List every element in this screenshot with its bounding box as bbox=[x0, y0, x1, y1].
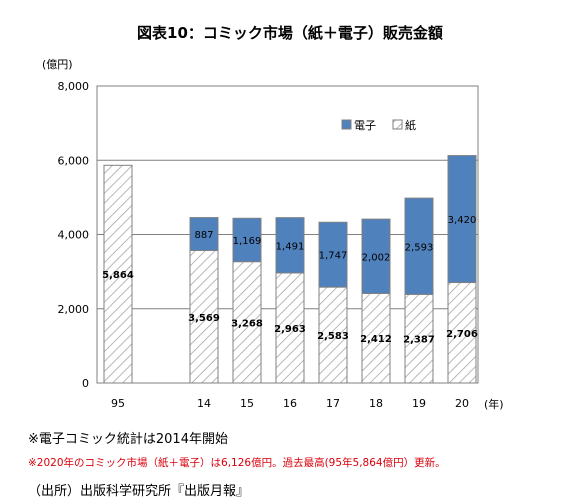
x-tick-label: 16 bbox=[283, 397, 297, 410]
data-label-paper: 5,864 bbox=[102, 270, 134, 281]
data-label-digital: 2,002 bbox=[362, 252, 391, 263]
data-label-digital: 2,593 bbox=[405, 242, 434, 253]
bar-paper bbox=[404, 293, 434, 384]
plot-frame bbox=[96, 85, 479, 384]
x-axis-unit: (年) bbox=[484, 397, 504, 411]
x-axis-ticks: 95 14 15 16 17 18 19 20 bbox=[111, 397, 469, 410]
x-tick-label: 19 bbox=[412, 397, 426, 410]
bar-paper bbox=[318, 286, 348, 384]
chart: 図表10：コミック市場（紙＋電子）販売金額 (億円) (年) 0 2,000 4,0… bbox=[42, 24, 504, 411]
legend-label-digital: 電子 bbox=[354, 119, 376, 132]
note-digital-start: ※電子コミック統計は2014年開始 bbox=[28, 432, 228, 447]
legend-label-paper: 紙 bbox=[405, 118, 416, 132]
data-label-paper: 2,583 bbox=[317, 331, 349, 342]
bar-digital bbox=[447, 155, 477, 284]
legend-swatch-paper bbox=[392, 119, 403, 130]
data-label-paper: 2,412 bbox=[360, 334, 392, 345]
legend: 電子 紙 bbox=[341, 118, 416, 132]
y-tick-label: 0 bbox=[82, 377, 89, 390]
x-tick-label: 17 bbox=[326, 397, 340, 410]
data-label-paper: 2,387 bbox=[403, 335, 435, 346]
y-tick-label: 4,000 bbox=[58, 229, 90, 242]
bars: 5,864 3,569 887 3,268 1,169 2,963 1,491 2,583 1,… bbox=[102, 155, 478, 384]
x-tick-label: 15 bbox=[240, 397, 254, 410]
data-label-paper: 3,268 bbox=[231, 318, 263, 329]
y-axis-ticks: 0 2,000 4,000 6,000 8,000 bbox=[58, 80, 90, 390]
bar-digital bbox=[232, 217, 262, 263]
bar-digital bbox=[361, 218, 391, 294]
x-tick-label: 14 bbox=[197, 397, 211, 410]
y-tick-label: 6,000 bbox=[58, 154, 90, 167]
data-label-digital: 1,169 bbox=[233, 236, 262, 247]
source-note: （出所）出版科学研究所『出版月報』 bbox=[28, 484, 250, 499]
bar-digital bbox=[275, 217, 305, 274]
y-tick-label: 8,000 bbox=[58, 80, 90, 93]
y-tick-label: 2,000 bbox=[58, 303, 90, 316]
bar-digital bbox=[404, 197, 434, 295]
y-axis-unit: (億円) bbox=[42, 58, 73, 71]
bar-digital bbox=[189, 217, 219, 252]
data-label-digital: 1,491 bbox=[276, 241, 305, 252]
bar-digital bbox=[318, 221, 348, 288]
chart-title: 図表10：コミック市場（紙＋電子）販売金額 bbox=[137, 24, 443, 42]
x-tick-label: 95 bbox=[111, 397, 125, 410]
legend-swatch-digital bbox=[341, 119, 352, 130]
data-label-digital: 3,420 bbox=[448, 215, 477, 226]
data-label-digital: 887 bbox=[194, 230, 213, 241]
bar-paper bbox=[103, 164, 133, 384]
data-label-paper: 2,963 bbox=[274, 324, 306, 335]
x-tick-label: 18 bbox=[369, 397, 383, 410]
data-label-paper: 2,706 bbox=[446, 329, 478, 340]
note-record: ※2020年のコミック市場（紙＋電子）は6,126億円。過去最高(95年5,86… bbox=[28, 457, 446, 469]
data-label-paper: 3,569 bbox=[188, 313, 220, 324]
x-tick-label: 20 bbox=[455, 397, 469, 410]
data-label-digital: 1,747 bbox=[319, 251, 348, 262]
